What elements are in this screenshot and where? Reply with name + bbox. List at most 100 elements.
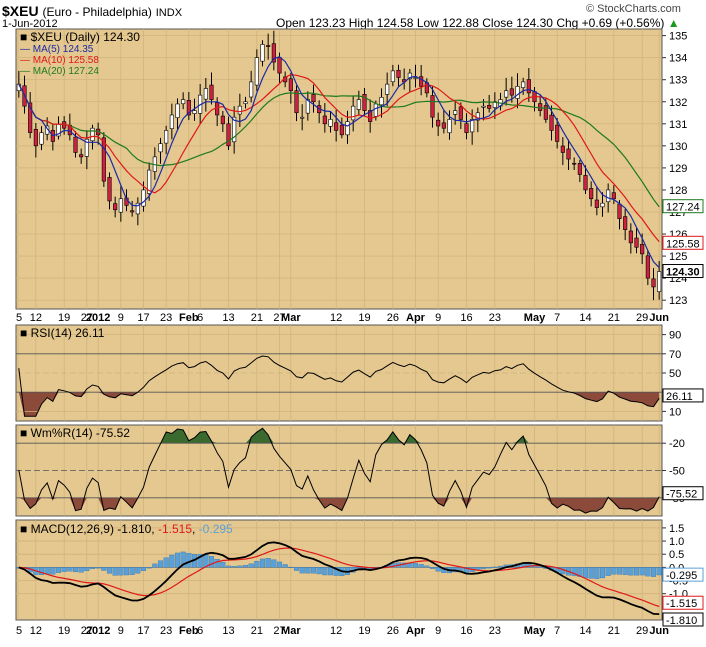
macd-histogram-bar — [123, 567, 130, 576]
x-axis-label: 21 — [251, 312, 263, 324]
candle-up — [600, 202, 605, 208]
x-axis-label: 9 — [118, 625, 124, 637]
x-axis-label: 2012 — [86, 625, 110, 637]
candle-up — [521, 81, 526, 88]
macd-histogram-bar — [231, 566, 237, 568]
macd-signal-tag: -1.515 — [666, 598, 697, 610]
candle-up — [158, 143, 163, 153]
legend-price: ■ $XEU (Daily) 124.30 — [20, 30, 140, 44]
x-axis-label: 27 — [81, 312, 93, 324]
candle-up — [141, 189, 146, 207]
candle-down — [628, 230, 633, 244]
macd-histogram-bar — [622, 567, 628, 575]
candle-up — [192, 110, 197, 114]
macd-histogram-bar — [497, 565, 504, 568]
candle-down — [113, 203, 118, 211]
macd-histogram-bar — [129, 567, 135, 575]
candle-up — [385, 83, 390, 95]
candle-up — [407, 72, 412, 80]
macd-histogram-bar — [628, 567, 634, 576]
macd-histogram-bar — [163, 557, 169, 568]
macd-histogram-bar — [186, 552, 192, 568]
candle-up — [232, 116, 237, 143]
candle-up — [203, 88, 208, 100]
candle-down — [322, 115, 327, 125]
wmr-oversold-fill — [18, 497, 660, 514]
low-value: 122.88 — [442, 16, 479, 30]
candle-down — [215, 102, 220, 116]
price-axis-label: 132 — [669, 97, 687, 109]
candle-up — [118, 198, 123, 213]
x-axis-label: Mar — [281, 312, 301, 324]
macd-histogram-bar — [492, 566, 498, 568]
macd-histogram-bar — [639, 567, 645, 576]
open-value: 123.23 — [308, 16, 346, 30]
wmr-axis-label: -50 — [669, 466, 685, 478]
macd-histogram-bar — [401, 562, 407, 568]
candle-up — [470, 119, 475, 133]
macd-histogram-bar — [611, 567, 617, 575]
macd-histogram-bar — [112, 567, 118, 576]
candle-up — [657, 271, 662, 292]
macd-histogram-bar — [299, 567, 305, 574]
macd-histogram-bar — [288, 566, 294, 569]
x-axis-label: 27 — [273, 625, 285, 637]
candle-down — [130, 210, 135, 213]
low-label: Low — [416, 16, 439, 30]
x-axis-label: 26 — [387, 625, 399, 637]
candle-down — [611, 192, 616, 200]
candle-down — [651, 278, 656, 288]
macd-signal-line — [18, 547, 660, 608]
x-axis-label: 9 — [435, 312, 441, 324]
candle-up — [373, 103, 378, 117]
macd-histogram-bar — [84, 567, 90, 572]
source-credit[interactable]: © StockCharts.com — [586, 3, 681, 15]
up-arrow-icon: ▲ — [667, 16, 680, 30]
candle-up — [413, 77, 418, 79]
x-axis-label: 7 — [554, 625, 560, 637]
wmr-axis-label: -20 — [669, 438, 685, 450]
candle-down — [526, 79, 531, 94]
candle-up — [39, 132, 44, 145]
candle-down — [271, 43, 276, 63]
macd-histogram-bar — [174, 552, 181, 568]
macd-histogram-bar — [118, 567, 124, 576]
macd-histogram-bar — [152, 563, 158, 568]
x-axis-label: 23 — [160, 625, 172, 637]
close-tag: 124.30 — [666, 267, 700, 279]
macd-histogram-bar — [180, 551, 186, 568]
macd-histogram-bar — [146, 567, 152, 569]
legend-ma5: — MA(5) 124.35 — [20, 44, 94, 55]
macd-histogram-bar — [537, 566, 543, 568]
x-axis-label: 12 — [330, 625, 342, 637]
rsi-axis-label: 70 — [669, 349, 681, 361]
x-axis-label: 19 — [358, 312, 370, 324]
candle-down — [458, 106, 463, 120]
candle-up — [453, 110, 458, 115]
x-axis-label: Jun — [649, 312, 669, 324]
chg-label: Chg — [556, 16, 579, 30]
x-axis-label: 9 — [118, 312, 124, 324]
candle-up — [260, 44, 265, 62]
price-panel — [15, 28, 663, 310]
macd-hist-tag: -0.295 — [666, 570, 697, 582]
candle-down — [594, 199, 599, 208]
candle-down — [277, 57, 282, 74]
x-axis-label: 2012 — [86, 312, 110, 324]
x-axis-label: 29 — [636, 312, 648, 324]
macd-histogram-bar — [259, 558, 266, 568]
macd-histogram-bar — [480, 567, 487, 570]
candle-up — [504, 90, 509, 98]
x-axis-label: 12 — [330, 312, 342, 324]
candle-down — [288, 78, 293, 92]
macd-histogram-bar — [435, 567, 441, 572]
candle-down — [623, 216, 628, 230]
open-label: Open — [276, 16, 306, 30]
candle-down — [436, 119, 441, 127]
macd-histogram-bar — [582, 567, 589, 578]
x-axis-label: 14 — [579, 312, 591, 324]
ma10-tag-box — [662, 235, 704, 250]
macd-histogram-bar — [310, 567, 317, 574]
macd-value-tag-box — [662, 612, 704, 627]
x-axis-label: Jun — [649, 625, 669, 637]
